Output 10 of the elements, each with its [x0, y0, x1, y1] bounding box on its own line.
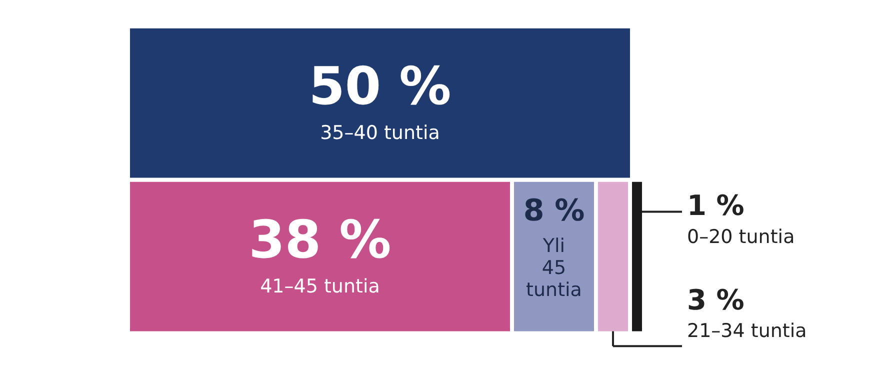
data-label: 1 % [687, 189, 744, 222]
category-label: 35–40 tuntia [320, 122, 440, 144]
data-label: 38 % [248, 210, 392, 271]
data-label: 3 % [687, 283, 744, 316]
category-label: 0–20 tuntia [687, 226, 795, 248]
category-label: 21–34 tuntia [687, 320, 807, 342]
data-label: 8 % [523, 194, 585, 229]
data-label: 50 % [308, 57, 452, 118]
category-label: 41–45 tuntia [260, 275, 380, 298]
category-label: Yli 45 tuntia [526, 235, 582, 302]
